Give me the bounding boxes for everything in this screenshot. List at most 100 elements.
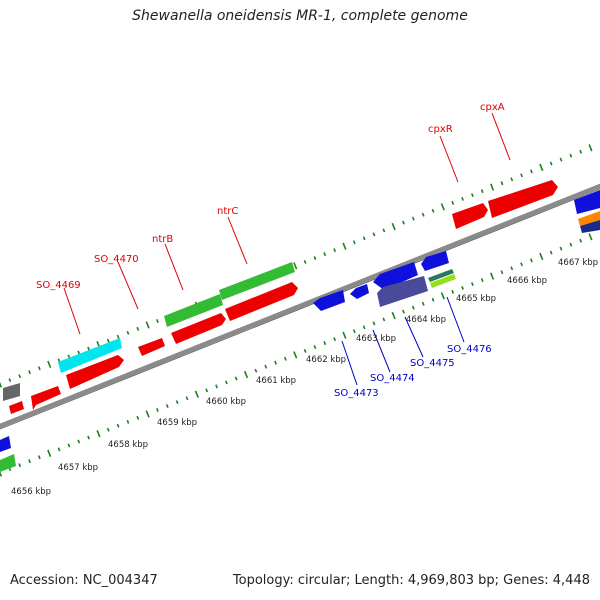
- tick-mark: [470, 282, 474, 287]
- tick-mark: [539, 252, 544, 261]
- tick-mark: [313, 345, 317, 349]
- tick-mark: [126, 330, 130, 335]
- tick-mark: [490, 272, 495, 280]
- tick-mark: [470, 193, 474, 198]
- gene-feature[interactable]: [66, 355, 124, 389]
- tick-mark: [37, 366, 41, 371]
- tick-mark: [579, 149, 583, 154]
- gene-feature-so4474[interactable]: [373, 262, 418, 290]
- gene-feature[interactable]: [225, 282, 298, 321]
- tick-mark: [67, 443, 71, 448]
- tick-mark: [391, 222, 396, 231]
- gene-label-so4476[interactable]: SO_4476: [447, 344, 492, 355]
- tick-mark: [18, 374, 22, 379]
- gene-feature[interactable]: [31, 386, 61, 410]
- gene-feature[interactable]: [350, 284, 369, 299]
- tick-mark: [194, 390, 199, 398]
- tick-mark: [57, 447, 61, 452]
- gene-label-so4474[interactable]: SO_4474: [370, 373, 415, 384]
- tick-mark: [37, 455, 41, 460]
- tick-mark: [8, 378, 12, 382]
- gene-label-so4469[interactable]: SO_4469: [36, 280, 81, 291]
- gene-feature[interactable]: [578, 211, 600, 226]
- tick-mark: [579, 238, 583, 243]
- tick-mark: [156, 408, 159, 412]
- tick-mark: [530, 258, 533, 263]
- tick-mark: [539, 163, 544, 172]
- tick-mark: [156, 319, 159, 323]
- tick-mark: [313, 256, 317, 260]
- tick-mark: [0, 381, 3, 388]
- forward-gene-labels: SO_4469 SO_4470 ntrB ntrC cpxR cpxA: [36, 102, 511, 335]
- tick-mark: [569, 242, 573, 247]
- tick-mark: [352, 329, 356, 334]
- tick-label: 4663 kbp: [356, 334, 396, 344]
- tick-mark: [205, 388, 209, 393]
- tick-mark: [342, 242, 347, 250]
- tick-mark: [500, 181, 504, 186]
- gene-feature[interactable]: [9, 401, 24, 414]
- tick-mark: [490, 183, 495, 191]
- gene-feature[interactable]: [0, 436, 11, 452]
- gene-feature[interactable]: [0, 454, 16, 472]
- genome-backbone: [0, 183, 600, 429]
- tick-label: 4661 kbp: [256, 376, 296, 386]
- tick-mark: [549, 161, 553, 166]
- gene-label-so4475[interactable]: SO_4475: [410, 358, 455, 369]
- tick-mark: [382, 317, 386, 322]
- tick-mark: [145, 410, 150, 418]
- tick-mark: [224, 380, 228, 385]
- gene-feature-ntrB[interactable]: [171, 313, 226, 344]
- tick-mark: [510, 177, 514, 182]
- accession-text: Accession: NC_004347: [10, 573, 158, 588]
- kbp-tick-labels: 4656 kbp 4657 kbp 4658 kbp 4659 kbp 4660…: [11, 258, 598, 497]
- gene-feature[interactable]: [580, 220, 600, 233]
- gene-label-ntrC[interactable]: ntrC: [217, 206, 238, 217]
- tick-mark: [530, 169, 533, 174]
- gene-label-cpxR[interactable]: cpxR: [428, 124, 453, 135]
- gene-feature-ntrB-upper[interactable]: [164, 294, 223, 327]
- tick-mark: [28, 459, 31, 464]
- tick-mark: [106, 338, 110, 343]
- gene-feature-so4473[interactable]: [313, 290, 345, 311]
- tick-mark: [480, 278, 484, 283]
- gene-feature-so4476[interactable]: [428, 269, 454, 282]
- gene-label-cpxA[interactable]: cpxA: [480, 102, 505, 113]
- tick-mark: [333, 248, 337, 253]
- tick-mark: [480, 189, 484, 194]
- gene-label-so4470[interactable]: SO_4470: [94, 254, 139, 265]
- tick-mark: [342, 331, 347, 339]
- gene-feature-cpxR[interactable]: [452, 203, 488, 229]
- tick-mark: [440, 203, 445, 211]
- gene-feature[interactable]: [574, 190, 600, 214]
- tick-mark: [303, 348, 307, 353]
- tick-label: 4660 kbp: [206, 397, 246, 407]
- tick-mark: [461, 286, 464, 290]
- tick-mark: [323, 252, 327, 257]
- gene-feature[interactable]: [430, 274, 456, 288]
- forward-strand-features: [3, 180, 600, 414]
- gene-feature-so4469[interactable]: [58, 338, 122, 373]
- map-title: Shewanella oneidensis MR-1, complete gen…: [132, 8, 468, 24]
- tick-mark: [500, 270, 504, 275]
- tick-mark: [77, 439, 81, 444]
- gene-label-so4473[interactable]: SO_4473: [334, 388, 379, 399]
- gene-feature-so4475[interactable]: [377, 276, 428, 307]
- tick-mark: [431, 297, 435, 302]
- gene-feature[interactable]: [421, 251, 449, 271]
- tick-mark: [451, 289, 455, 294]
- gene-feature-cpxA[interactable]: [488, 180, 558, 218]
- gene-feature[interactable]: [3, 383, 20, 401]
- tick-mark: [47, 360, 52, 368]
- tick-mark: [243, 370, 249, 379]
- tick-mark: [461, 197, 464, 201]
- gene-feature-ntrC[interactable]: [219, 262, 295, 300]
- tick-mark: [402, 309, 405, 314]
- tick-mark: [372, 232, 376, 237]
- gene-label-ntrB[interactable]: ntrB: [152, 234, 173, 245]
- gene-feature-so4470[interactable]: [138, 338, 165, 356]
- tick-mark: [372, 321, 376, 326]
- genome-backbone-shadow: [0, 188, 600, 430]
- tick-mark: [274, 360, 277, 365]
